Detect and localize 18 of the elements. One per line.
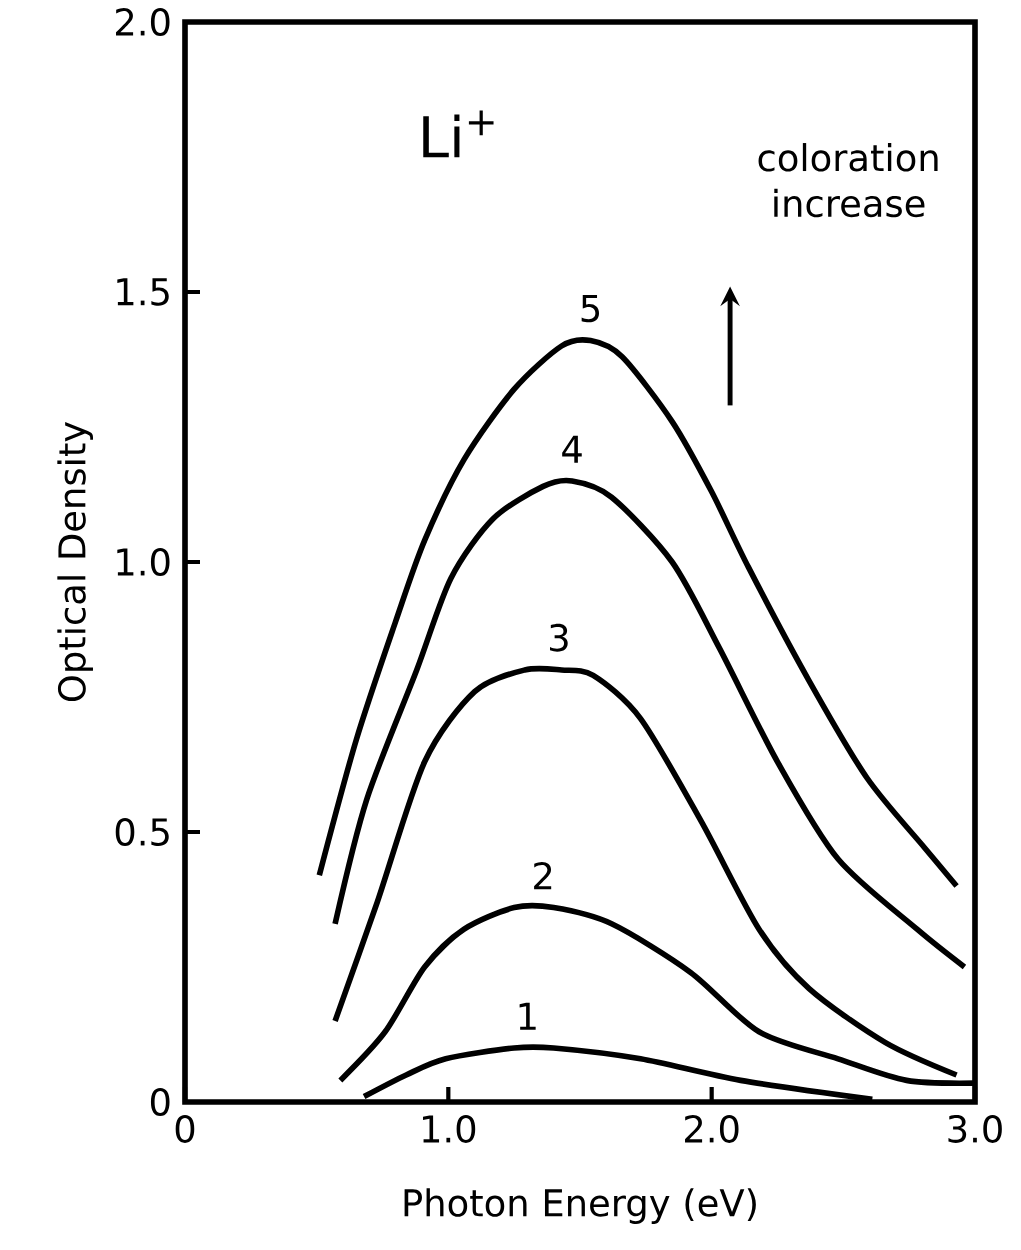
annotation: 4 xyxy=(562,435,582,463)
annotation: 5 xyxy=(581,294,600,323)
annotation: 1 xyxy=(519,1002,536,1030)
x-tick-label: 2.0 xyxy=(685,1114,739,1143)
annotation: Li$^{+}$ xyxy=(423,110,494,158)
y-tick-label: 1.5 xyxy=(117,278,169,306)
x-tick-label: 1.0 xyxy=(423,1114,476,1143)
annotation: coloration increase xyxy=(758,143,938,218)
y-tick-label: 1.0 xyxy=(117,548,170,576)
y-tick-label: 2.0 xyxy=(116,8,170,36)
x-tick-label: 0 xyxy=(175,1114,195,1143)
x-tick-label: 3.0 xyxy=(948,1114,1002,1143)
x-axis-title: Photon Energy (eV) xyxy=(404,1188,756,1224)
annotation: 3 xyxy=(550,623,568,652)
annotation: 2 xyxy=(534,861,552,890)
y-axis-title: Optical Density xyxy=(57,421,93,702)
y-tick-label: 0.5 xyxy=(115,818,169,846)
y-tick-label: 0 xyxy=(150,1088,170,1116)
